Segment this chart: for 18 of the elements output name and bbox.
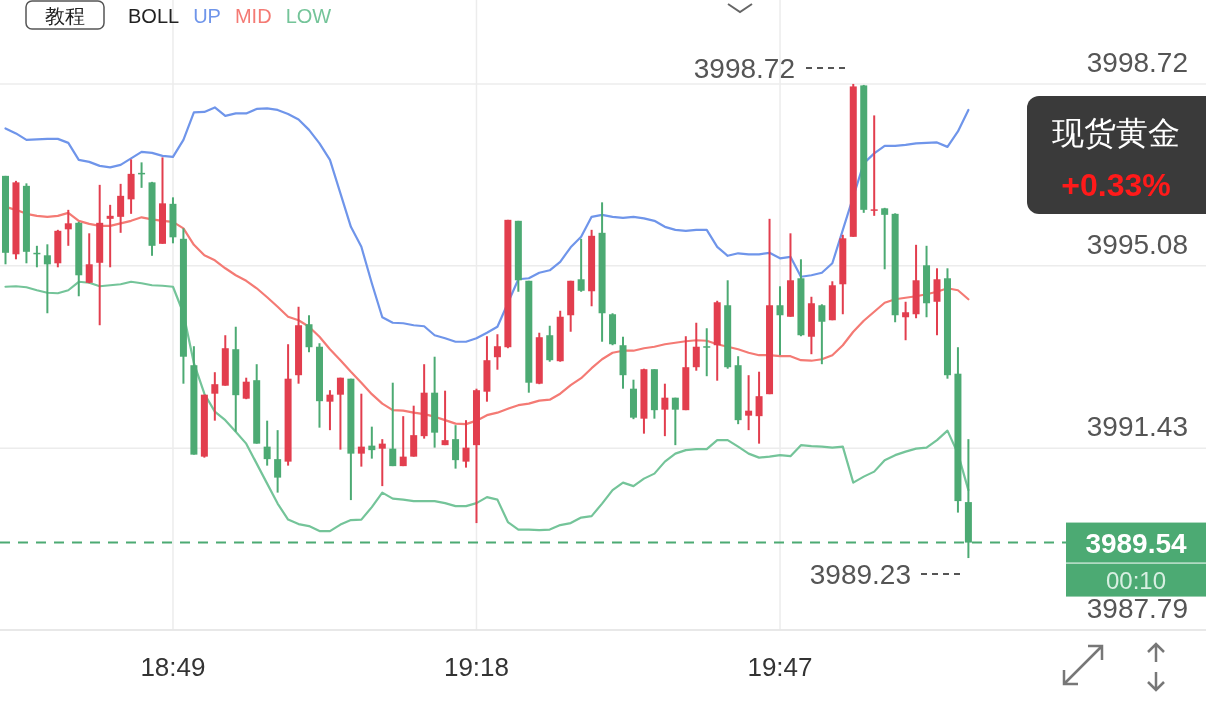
x-tick-label: 19:18 [443,652,510,682]
annotation: 3989.23 [809,559,911,591]
annotation: 教程 [45,4,85,28]
annotation: 3998.72 [693,52,795,84]
y-tick-label: 3991.43 [1086,411,1188,443]
y-tick-label: 3998.72 [1086,46,1188,78]
ref-line-label: 3989.54 [1085,527,1188,559]
text: 00:10 [1105,566,1167,594]
y-tick-label: 3987.79 [1086,593,1188,624]
text: LOW [285,5,332,27]
text: 现货黄金 [1052,114,1180,152]
x-tick-label: 18:49 [140,652,206,682]
legend-title: BOLL [128,5,180,27]
y-tick-label: 3995.08 [1086,228,1188,260]
text: +0.33% [1061,167,1171,203]
x-tick-label: 19:47 [747,652,813,682]
text: UP [193,5,221,27]
text: MID [234,5,272,27]
